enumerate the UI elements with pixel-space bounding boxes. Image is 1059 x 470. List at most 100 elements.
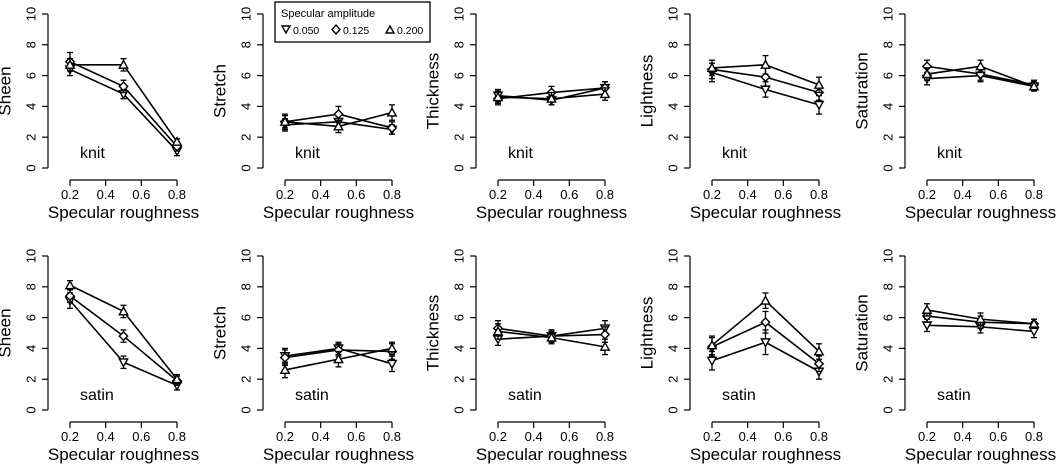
data-point-0.200 (64, 279, 76, 290)
x-tick-label: 0.2 (703, 429, 721, 444)
y-tick-label: 8 (23, 283, 38, 290)
y-tick-label: 10 (23, 7, 38, 21)
x-tick-label: 0.4 (97, 187, 115, 202)
data-point-0.125 (386, 122, 398, 134)
y-tick-label: 0 (665, 406, 680, 413)
legend-label-0125: 0.125 (343, 25, 369, 37)
y-tick-label: 0 (665, 164, 680, 171)
y-tick-label: 10 (238, 249, 253, 263)
y-tick-label: 6 (451, 72, 466, 79)
x-tick-label: 0.4 (312, 187, 330, 202)
data-point-0.125 (333, 108, 344, 120)
y-tick-label: 2 (23, 134, 38, 141)
y-tick-label: 8 (238, 41, 253, 48)
data-point-0.200 (333, 353, 344, 364)
y-tick-label: 4 (23, 345, 38, 352)
y-tick-label: 4 (23, 103, 38, 110)
x-tick-label: 0.8 (383, 429, 401, 444)
x-axis-title: Specular roughness (905, 445, 1056, 464)
fabric-label: satin (80, 387, 114, 404)
x-tick-label: 0.4 (97, 429, 115, 444)
data-point-0.200 (813, 79, 825, 89)
y-tick-label: 2 (238, 134, 253, 141)
y-tick-label: 2 (665, 134, 680, 141)
x-axis-title: Specular roughness (476, 203, 627, 222)
y-tick-label: 0 (880, 406, 895, 413)
data-point-0.200 (599, 88, 611, 99)
y-tick-label: 4 (880, 345, 895, 352)
fabric-label: knit (295, 145, 320, 162)
x-tick-label: 0.6 (132, 429, 150, 444)
fabric-label: knit (937, 145, 962, 162)
x-tick-label: 0.2 (276, 187, 294, 202)
y-tick-label: 4 (451, 345, 466, 352)
x-tick-label: 0.6 (132, 187, 150, 202)
data-point-0.050 (118, 358, 129, 368)
x-tick-label: 0.8 (1025, 187, 1043, 202)
y-tick-label: 10 (665, 249, 680, 263)
x-tick-label: 0.4 (739, 187, 757, 202)
y-tick-label: 0 (23, 164, 38, 171)
y-axis-title: Saturation (852, 52, 871, 130)
data-point-0.125 (760, 317, 771, 328)
x-axis-title: Specular roughness (476, 445, 627, 464)
y-tick-label: 8 (451, 283, 466, 290)
y-tick-label: 6 (880, 72, 895, 79)
x-tick-label: 0.2 (489, 429, 507, 444)
y-tick-label: 4 (665, 345, 680, 352)
x-tick-label: 0.4 (525, 429, 543, 444)
y-tick-label: 2 (665, 376, 680, 383)
y-tick-label: 8 (880, 41, 895, 48)
y-tick-label: 8 (238, 283, 253, 290)
legend-marker-triangle-down (280, 25, 292, 35)
data-point-0.200 (760, 295, 771, 305)
x-axis-title: Specular roughness (263, 203, 414, 222)
data-point-0.050 (386, 359, 398, 370)
y-tick-label: 4 (238, 345, 253, 352)
data-point-0.200 (706, 62, 718, 72)
y-tick-label: 8 (451, 41, 466, 48)
x-tick-label: 0.8 (383, 187, 401, 202)
data-point-0.200 (599, 341, 611, 351)
y-tick-label: 6 (665, 72, 680, 79)
x-tick-label: 0.8 (596, 187, 614, 202)
data-point-0.200 (386, 106, 398, 117)
y-tick-label: 10 (451, 7, 466, 21)
y-tick-label: 4 (238, 103, 253, 110)
data-point-0.200 (975, 313, 986, 324)
x-tick-label: 0.2 (918, 187, 936, 202)
y-tick-label: 2 (451, 376, 466, 383)
legend-title: Specular amplitude (281, 8, 375, 20)
y-tick-label: 2 (238, 376, 253, 383)
y-tick-label: 0 (451, 164, 466, 171)
y-tick-label: 4 (665, 103, 680, 110)
data-point-0.200 (118, 305, 129, 316)
data-point-0.125 (599, 329, 611, 340)
data-point-0.200 (975, 60, 986, 71)
x-axis-title: Specular roughness (690, 203, 841, 222)
y-axis-title: Stretch (210, 64, 229, 118)
data-point-0.200 (279, 364, 291, 375)
y-tick-label: 8 (665, 283, 680, 290)
y-tick-label: 6 (238, 314, 253, 321)
y-axis-title: Thickness (423, 295, 442, 372)
x-axis-title: Specular roughness (263, 445, 414, 464)
x-tick-label: 0.6 (347, 429, 365, 444)
y-tick-label: 10 (665, 7, 680, 21)
x-tick-label: 0.6 (560, 429, 578, 444)
fabric-label: satin (722, 387, 756, 404)
data-point-0.200 (813, 345, 825, 356)
y-tick-label: 6 (665, 314, 680, 321)
data-point-0.200 (386, 342, 398, 353)
x-tick-label: 0.4 (739, 429, 757, 444)
data-point-0.125 (813, 358, 825, 369)
data-point-0.200 (1028, 80, 1040, 91)
y-axis-title: Lightness (637, 297, 656, 370)
